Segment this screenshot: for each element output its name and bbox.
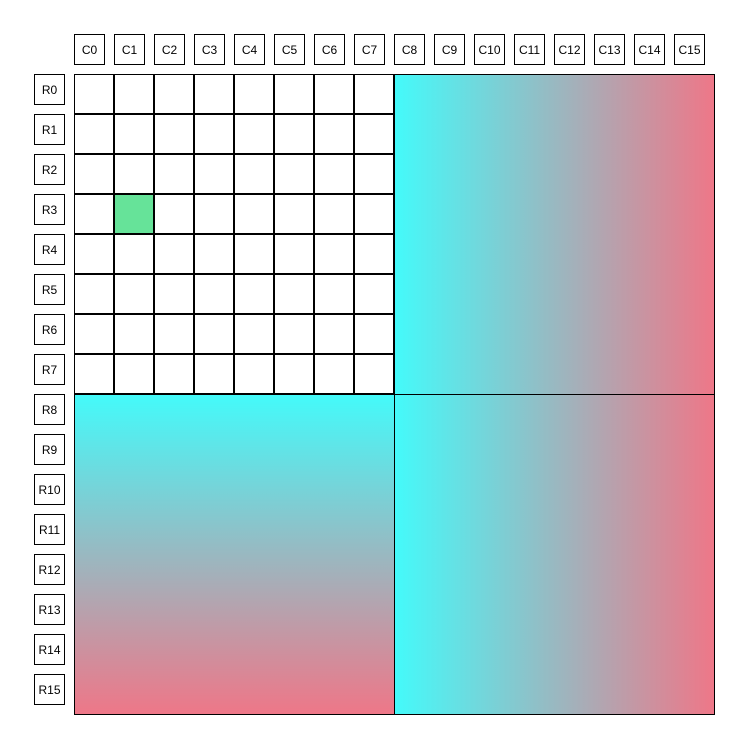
gradient-block-bottom-left <box>74 394 395 715</box>
row-header: R2 <box>34 154 65 185</box>
grid-cell <box>314 74 354 114</box>
row-header: R4 <box>34 234 65 265</box>
grid-cell <box>274 154 314 194</box>
grid-cell <box>274 274 314 314</box>
grid-cell <box>314 234 354 274</box>
grid-cell <box>114 354 154 394</box>
grid-cell <box>354 234 394 274</box>
grid-cell <box>234 74 274 114</box>
grid-cell <box>354 74 394 114</box>
row-header: R14 <box>34 634 65 665</box>
grid-cell <box>194 274 234 314</box>
grid-cell <box>74 114 114 154</box>
row-header: R7 <box>34 354 65 385</box>
column-header: C1 <box>114 34 145 65</box>
grid-cell <box>354 114 394 154</box>
grid-cell <box>234 194 274 234</box>
column-header: C15 <box>674 34 705 65</box>
grid-cell <box>274 114 314 154</box>
row-header: R6 <box>34 314 65 345</box>
grid-cell <box>114 154 154 194</box>
column-header: C8 <box>394 34 425 65</box>
grid-cell <box>234 274 274 314</box>
grid-cell <box>194 194 234 234</box>
grid-cell <box>354 154 394 194</box>
grid-cell <box>314 154 354 194</box>
grid-cell <box>194 74 234 114</box>
row-header: R10 <box>34 474 65 505</box>
row-header: R5 <box>34 274 65 305</box>
grid-cell <box>234 314 274 354</box>
grid-cell <box>274 234 314 274</box>
row-header: R1 <box>34 114 65 145</box>
grid-cell <box>234 354 274 394</box>
grid-cell <box>194 354 234 394</box>
column-header: C0 <box>74 34 105 65</box>
grid-cell <box>114 234 154 274</box>
grid-cell <box>194 314 234 354</box>
grid-cell <box>314 114 354 154</box>
grid-cell <box>74 354 114 394</box>
row-header: R0 <box>34 74 65 105</box>
column-header: C2 <box>154 34 185 65</box>
grid-cell <box>154 274 194 314</box>
grid-cell <box>314 194 354 234</box>
column-header: C11 <box>514 34 545 65</box>
column-header: C6 <box>314 34 345 65</box>
column-header: C7 <box>354 34 385 65</box>
grid-cell <box>234 154 274 194</box>
grid-cell <box>74 274 114 314</box>
grid-cell <box>274 74 314 114</box>
grid-cell <box>354 314 394 354</box>
row-header: R13 <box>34 594 65 625</box>
grid-cell <box>74 194 114 234</box>
grid-cell <box>234 234 274 274</box>
grid-cell <box>114 74 154 114</box>
grid-cell <box>114 314 154 354</box>
grid-cell <box>274 194 314 234</box>
grid-cell <box>154 234 194 274</box>
column-header: C9 <box>434 34 465 65</box>
column-header: C13 <box>594 34 625 65</box>
grid-cell <box>274 354 314 394</box>
column-header: C5 <box>274 34 305 65</box>
grid-cell <box>154 74 194 114</box>
grid-cell <box>74 234 114 274</box>
grid-cell <box>114 274 154 314</box>
column-header: C4 <box>234 34 265 65</box>
row-header: R12 <box>34 554 65 585</box>
grid-cell <box>314 274 354 314</box>
grid-cell <box>74 154 114 194</box>
grid-cell <box>274 314 314 354</box>
grid-cell <box>194 114 234 154</box>
grid-cell <box>234 114 274 154</box>
row-header: R8 <box>34 394 65 425</box>
highlighted-cell <box>114 194 154 234</box>
grid-cell <box>154 114 194 154</box>
column-header: C12 <box>554 34 585 65</box>
grid-cell <box>194 234 234 274</box>
column-header: C3 <box>194 34 225 65</box>
row-header: R11 <box>34 514 65 545</box>
grid-cell <box>314 314 354 354</box>
gradient-block-top-right <box>394 74 715 395</box>
grid-cell <box>154 154 194 194</box>
row-header: R9 <box>34 434 65 465</box>
column-header: C14 <box>634 34 665 65</box>
grid-cell <box>154 314 194 354</box>
grid-cell <box>354 194 394 234</box>
grid-cell <box>74 74 114 114</box>
grid-cell <box>154 354 194 394</box>
grid-cell <box>114 114 154 154</box>
column-header: C10 <box>474 34 505 65</box>
grid-cell <box>314 354 354 394</box>
row-header: R3 <box>34 194 65 225</box>
grid-cell <box>74 314 114 354</box>
row-header: R15 <box>34 674 65 705</box>
gradient-block-bottom-right <box>394 394 715 715</box>
grid-cell <box>354 354 394 394</box>
grid-cell <box>194 154 234 194</box>
grid-cell <box>354 274 394 314</box>
grid-cell <box>154 194 194 234</box>
